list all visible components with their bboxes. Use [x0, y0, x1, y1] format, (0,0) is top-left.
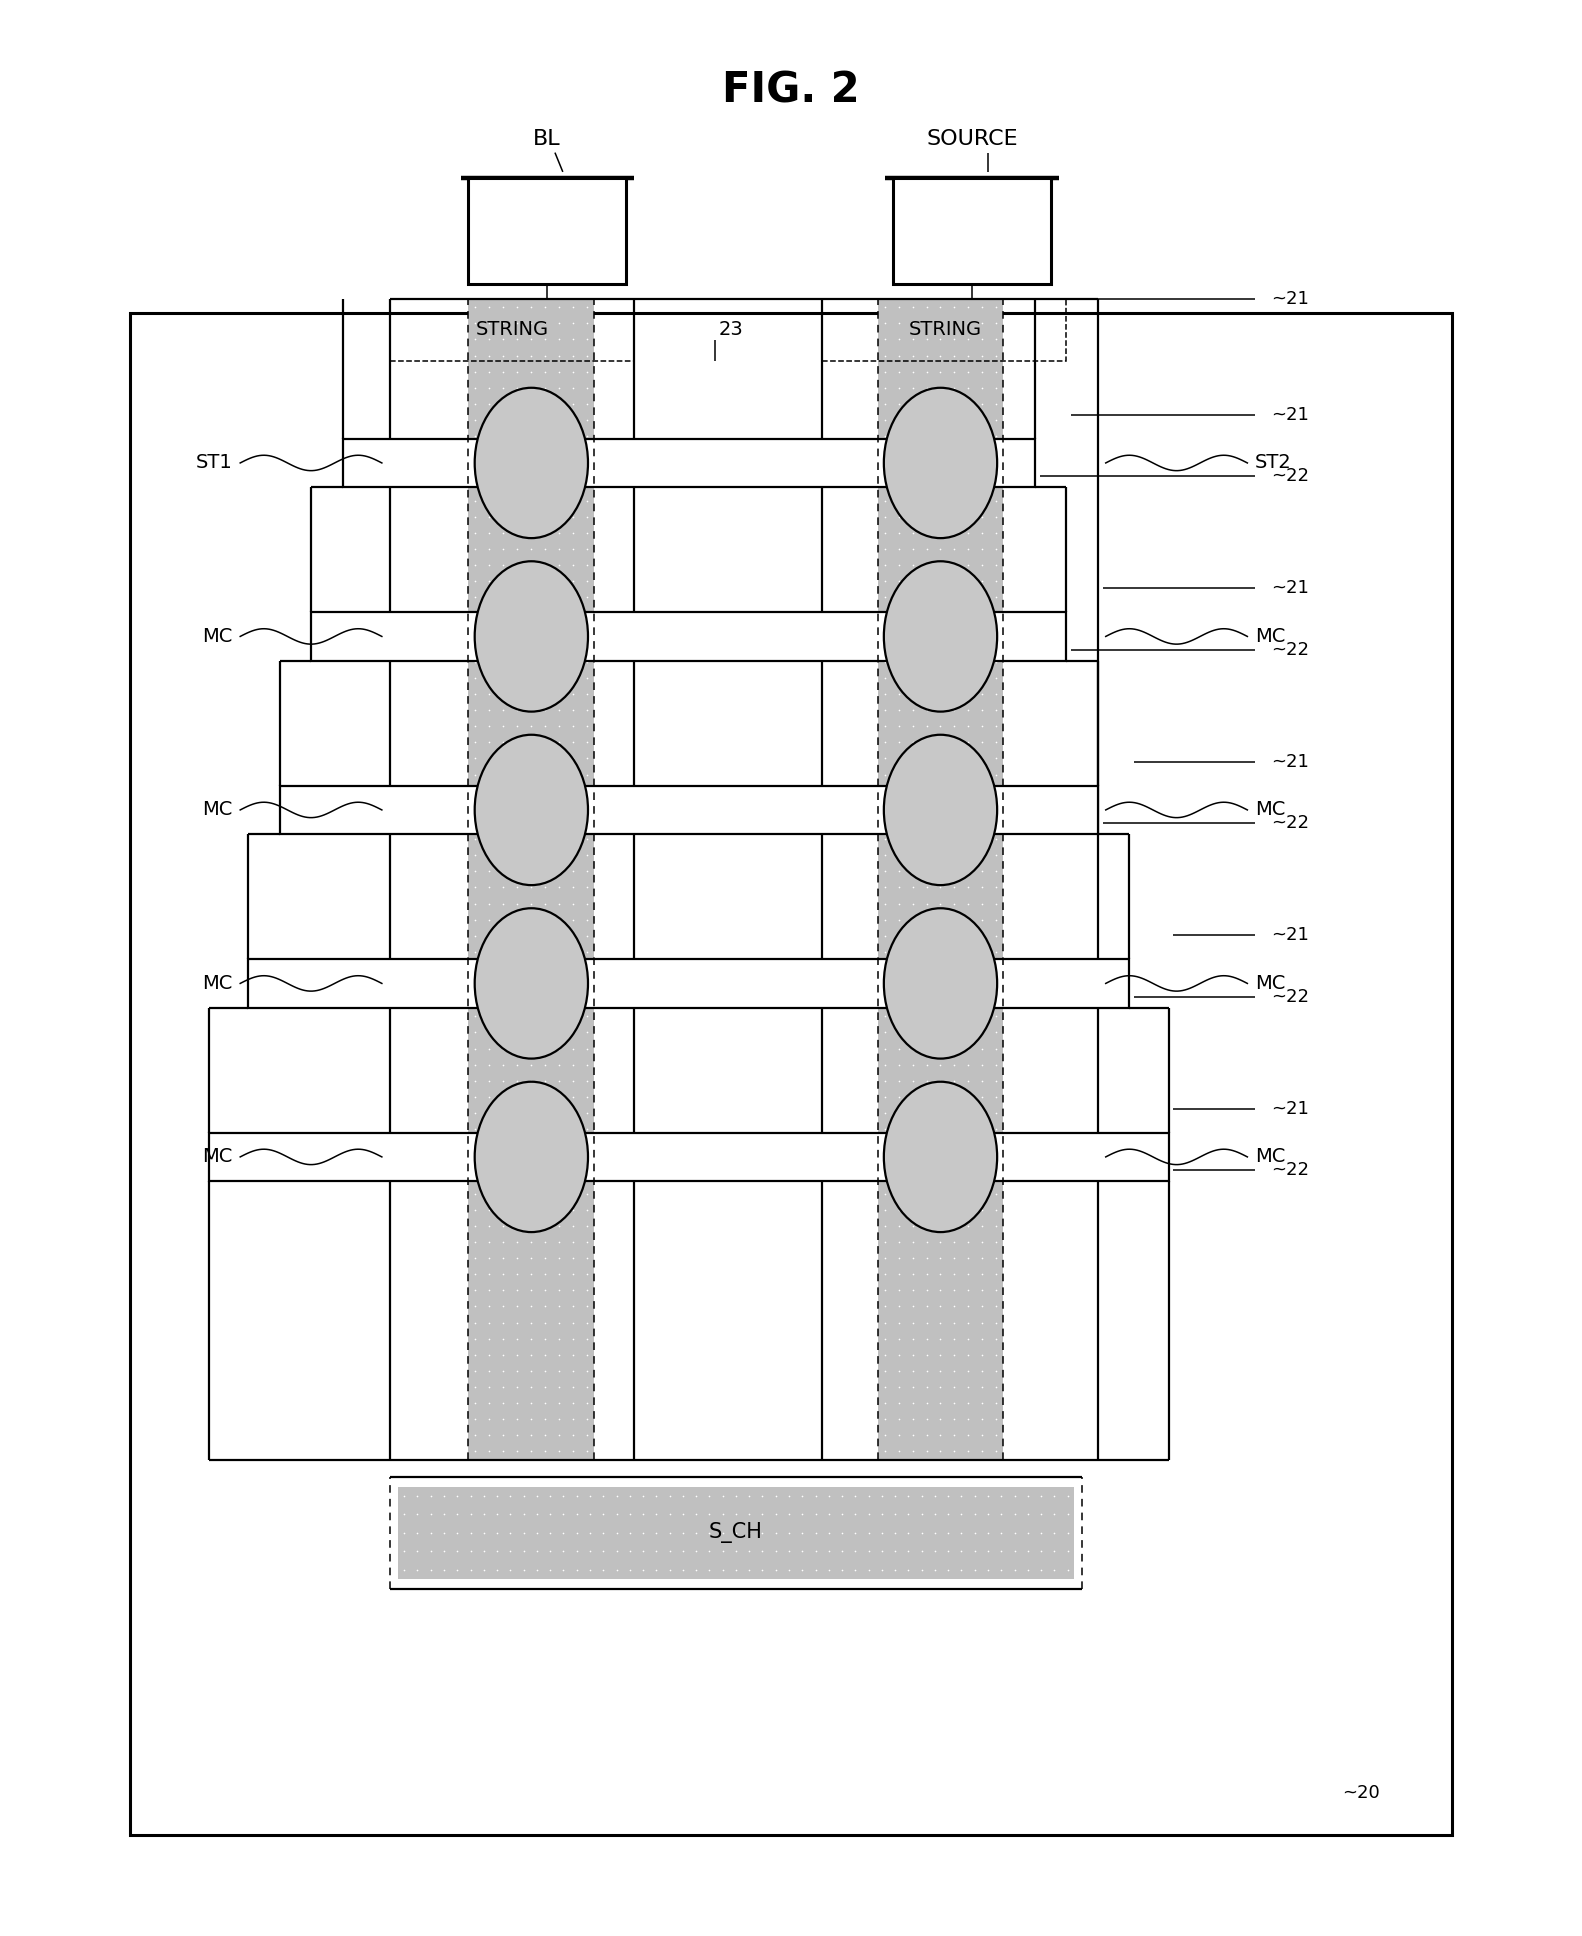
- Bar: [878, 298, 1003, 1460]
- Bar: [209, 1133, 1169, 1181]
- Ellipse shape: [884, 908, 997, 1059]
- Text: FIG. 2: FIG. 2: [723, 70, 859, 112]
- Text: MC: MC: [202, 800, 233, 819]
- Bar: [823, 298, 1066, 360]
- Text: MC: MC: [1255, 974, 1286, 993]
- Text: ~21: ~21: [1270, 753, 1308, 771]
- Text: ~22: ~22: [1270, 467, 1308, 486]
- Text: ~22: ~22: [1270, 815, 1308, 832]
- Ellipse shape: [884, 736, 997, 885]
- Text: MC: MC: [202, 1148, 233, 1165]
- Bar: [248, 960, 1130, 1007]
- Text: ~21: ~21: [1270, 925, 1308, 945]
- Text: SOURCE: SOURCE: [925, 128, 1017, 149]
- Ellipse shape: [475, 1082, 589, 1231]
- Text: MC: MC: [202, 627, 233, 647]
- Bar: [280, 786, 1098, 834]
- Text: ~20: ~20: [1342, 1785, 1380, 1802]
- Text: STRING: STRING: [908, 321, 982, 339]
- Text: MC: MC: [1255, 800, 1286, 819]
- Bar: [130, 312, 1452, 1835]
- Bar: [468, 298, 595, 1460]
- Text: 23: 23: [718, 321, 744, 339]
- Text: BL: BL: [533, 128, 562, 149]
- Text: MC: MC: [1255, 627, 1286, 647]
- Text: ~21: ~21: [1270, 579, 1308, 596]
- Ellipse shape: [884, 561, 997, 712]
- Ellipse shape: [884, 387, 997, 538]
- Bar: [894, 178, 1050, 285]
- Text: ~22: ~22: [1270, 641, 1308, 658]
- Text: S_CH: S_CH: [709, 1522, 763, 1543]
- Bar: [468, 178, 626, 285]
- Text: STRING: STRING: [476, 321, 549, 339]
- Text: ~22: ~22: [1270, 987, 1308, 1007]
- Text: ~21: ~21: [1270, 1100, 1308, 1117]
- Text: ST2: ST2: [1255, 453, 1292, 472]
- Text: ST1: ST1: [196, 453, 233, 472]
- Ellipse shape: [475, 736, 589, 885]
- Bar: [397, 1487, 1074, 1580]
- Bar: [389, 298, 634, 360]
- Text: ~21: ~21: [1270, 290, 1308, 308]
- Ellipse shape: [475, 908, 589, 1059]
- Ellipse shape: [475, 561, 589, 712]
- Ellipse shape: [475, 387, 589, 538]
- Bar: [312, 612, 1066, 660]
- Text: MC: MC: [202, 974, 233, 993]
- Text: M_CH: M_CH: [921, 629, 960, 643]
- Ellipse shape: [884, 1082, 997, 1231]
- Text: MC: MC: [1255, 1148, 1286, 1165]
- Text: M_CH: M_CH: [513, 629, 551, 643]
- Text: ~21: ~21: [1270, 407, 1308, 424]
- Text: ~22: ~22: [1270, 1162, 1308, 1179]
- Bar: [343, 439, 1035, 488]
